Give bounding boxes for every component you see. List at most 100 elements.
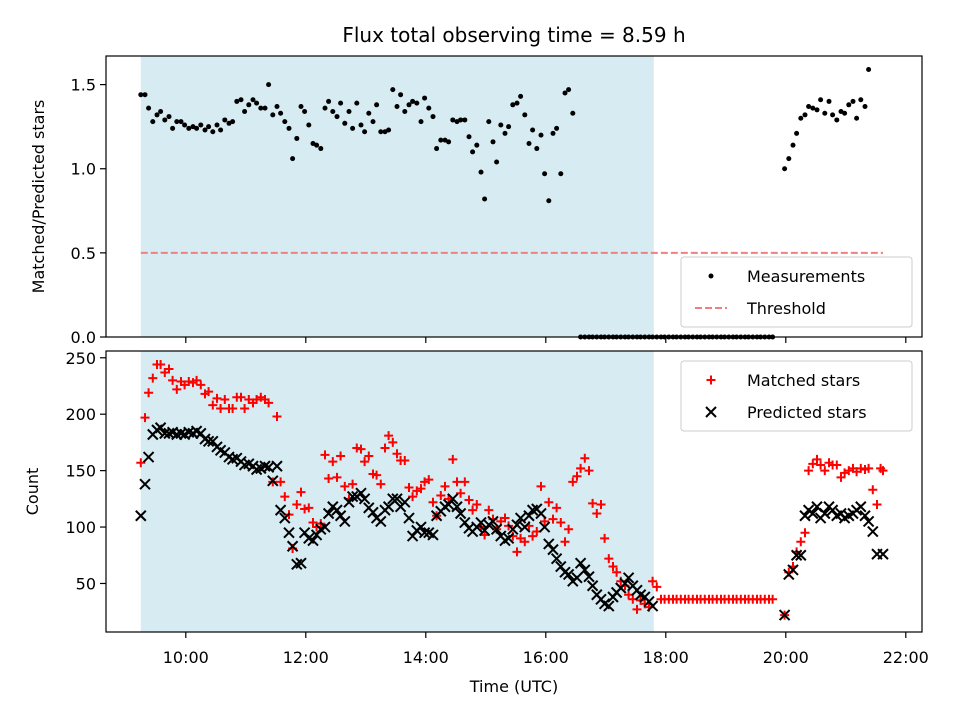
data-point: [262, 105, 268, 111]
data-point: [794, 130, 800, 136]
data-point: [535, 507, 547, 520]
data-point: [283, 526, 295, 539]
data-point: [818, 97, 824, 103]
data-point: [236, 392, 246, 402]
data-point: [178, 119, 184, 125]
data-point: [442, 498, 455, 511]
data-point: [478, 524, 491, 537]
data-point: [204, 387, 214, 397]
data-point: [254, 100, 260, 106]
data-point: [300, 504, 310, 514]
data-point: [810, 105, 816, 111]
data-point: [538, 521, 551, 533]
data-point: [802, 112, 808, 118]
data-point: [206, 124, 212, 130]
data-point: [198, 122, 204, 128]
x-tick-label: 20:00: [763, 648, 809, 667]
data-point: [434, 146, 440, 152]
data-point: [558, 171, 564, 177]
data-point: [367, 506, 379, 519]
data-point: [798, 115, 804, 121]
data-point: [140, 413, 150, 423]
data-point: [867, 525, 879, 538]
data-point: [228, 404, 238, 414]
data-point: [202, 435, 215, 447]
data-point: [372, 470, 382, 480]
y-tick-label: 100: [65, 518, 96, 537]
data-point: [877, 548, 889, 560]
data-point: [568, 477, 578, 487]
data-point: [346, 109, 352, 115]
data-point: [514, 512, 527, 524]
legend-label: Matched stars: [747, 371, 860, 390]
data-point: [448, 454, 458, 464]
data-point: [588, 498, 598, 508]
data-point: [790, 549, 803, 561]
observing-window-shade: [140, 56, 654, 337]
data-point: [560, 537, 570, 547]
data-point: [324, 474, 334, 484]
data-point: [459, 516, 471, 529]
data-point: [406, 102, 412, 108]
data-point: [370, 119, 376, 125]
data-point: [394, 103, 400, 109]
data-point: [850, 98, 856, 104]
data-point: [192, 375, 202, 385]
data-point: [400, 455, 410, 465]
data-point: [438, 137, 444, 143]
data-point: [375, 515, 387, 528]
data-point: [530, 127, 536, 133]
data-point: [174, 119, 180, 125]
data-point: [343, 496, 355, 508]
series-x: [135, 422, 889, 621]
data-point: [331, 504, 343, 516]
legend-label: Predicted stars: [747, 403, 867, 422]
data-point: [296, 487, 306, 497]
data-point: [427, 529, 439, 541]
data-point: [142, 451, 155, 463]
data-point: [154, 112, 160, 118]
data-point: [332, 472, 342, 482]
data-point: [808, 459, 818, 469]
data-point: [184, 376, 194, 386]
data-point: [350, 125, 356, 131]
data-point: [458, 117, 464, 123]
data-point: [172, 384, 182, 394]
data-point: [292, 499, 302, 509]
data-point: [519, 521, 531, 533]
chart-title: Flux total observing time = 8.59 h: [342, 23, 685, 47]
data-point: [150, 119, 156, 125]
data-point: [330, 109, 336, 115]
data-point: [450, 117, 456, 123]
data-point: [264, 398, 274, 408]
data-point: [795, 549, 807, 561]
data-point: [570, 110, 576, 116]
data-point: [464, 495, 474, 505]
data-point: [500, 513, 510, 523]
data-point: [294, 135, 300, 141]
data-point: [162, 117, 168, 123]
x-tick-label: 18:00: [643, 648, 689, 667]
data-point: [547, 543, 559, 556]
data-point: [480, 530, 490, 540]
data-point: [566, 87, 572, 93]
data-point: [240, 404, 250, 414]
data-point: [446, 139, 452, 145]
data-point: [562, 568, 575, 581]
data-point: [472, 499, 482, 509]
data-point: [416, 484, 426, 494]
data-point: [338, 100, 344, 106]
data-point: [862, 103, 868, 109]
data-point: [356, 444, 366, 454]
data-point: [144, 388, 154, 398]
x-tick-label: 16:00: [523, 648, 569, 667]
data-point: [556, 518, 566, 528]
data-point: [526, 140, 532, 146]
data-point: [470, 149, 476, 155]
y-tick-label: 150: [65, 462, 96, 481]
x-axis-ticks: 10:00 12:00 14:00 16:00 18:00 20:00 22:00: [163, 648, 929, 667]
data-point: [592, 509, 602, 519]
data-point: [862, 515, 875, 528]
data-point: [207, 435, 219, 447]
data-point: [546, 198, 552, 204]
